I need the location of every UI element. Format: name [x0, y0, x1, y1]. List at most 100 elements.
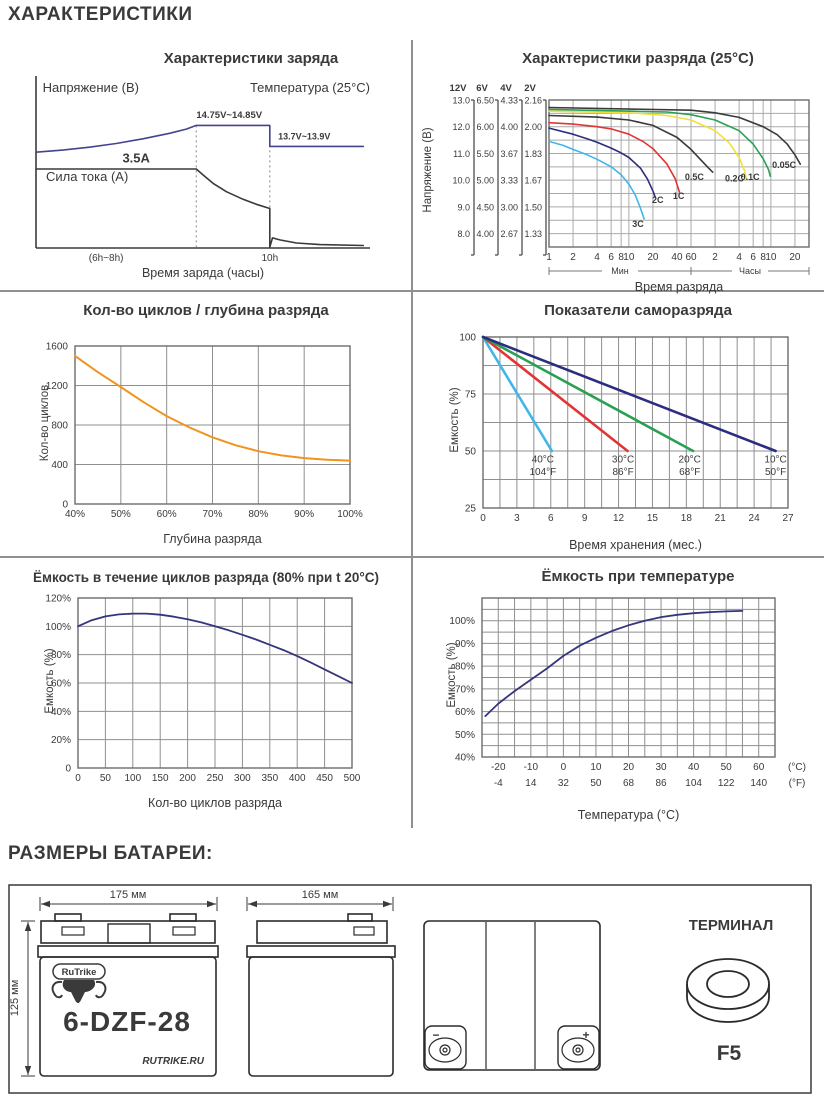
svg-text:3C: 3C — [632, 219, 644, 229]
svg-text:2C: 2C — [652, 195, 664, 205]
cycles-vs-dod-chart: 40% 50% 60% 70% 80% 90% 100% 0 400 800 1200 1600 — [46, 342, 363, 521]
svg-text:6.50: 6.50 — [476, 96, 494, 106]
svg-text:90%: 90% — [455, 639, 475, 650]
svg-text:400: 400 — [289, 773, 306, 784]
svg-text:80%: 80% — [51, 650, 71, 661]
page-title: ХАРАКТЕРИСТИКИ — [8, 4, 193, 25]
svg-text:100%: 100% — [449, 616, 475, 627]
width-dimension-label: 175 мм — [110, 889, 147, 901]
svg-text:0.2C: 0.2C — [725, 174, 745, 184]
brand-label: RuTrike — [62, 967, 97, 978]
svg-text:4.33: 4.33 — [500, 96, 518, 106]
svg-text:4.00: 4.00 — [500, 122, 518, 132]
terminal-f5-icon — [686, 958, 770, 1023]
svg-text:20%: 20% — [51, 735, 71, 746]
battery-top-view — [423, 920, 601, 1071]
svg-text:12: 12 — [613, 513, 625, 524]
svg-text:Часы: Часы — [739, 266, 761, 276]
svg-text:50: 50 — [590, 778, 602, 789]
divider-vertical — [411, 40, 413, 828]
depth-dimension — [246, 897, 394, 911]
svg-text:0: 0 — [75, 773, 81, 784]
svg-text:104: 104 — [685, 778, 702, 789]
x-axis-label: Время хранения (мес.) — [569, 538, 702, 552]
x-axis-label: Температура (°С) — [577, 808, 680, 822]
svg-text:90%: 90% — [294, 509, 314, 520]
terminal-title: ТЕРМИНАЛ — [689, 917, 774, 934]
svg-text:86: 86 — [655, 778, 667, 789]
minus-terminal-label: − — [432, 1028, 439, 1042]
chart-title: Кол-во циклов / глубина разряда — [83, 302, 329, 319]
panel-capacity-vs-temperature: Ёмкость при температуре Емкость (%) -20-… — [412, 558, 824, 830]
svg-text:Температура (25°C): Температура (25°C) — [250, 80, 370, 95]
svg-text:6V: 6V — [476, 83, 488, 94]
width-dimension — [39, 897, 218, 911]
svg-text:68: 68 — [623, 778, 635, 789]
svg-text:250: 250 — [207, 773, 224, 784]
svg-text:100: 100 — [124, 773, 141, 784]
svg-text:450: 450 — [316, 773, 333, 784]
height-dimension — [21, 920, 35, 1077]
svg-text:25: 25 — [465, 504, 477, 515]
svg-text:20°C: 20°C — [679, 454, 701, 465]
svg-text:4: 4 — [594, 252, 600, 263]
svg-text:1: 1 — [546, 252, 552, 263]
chart-title: Ёмкость при температуре — [541, 568, 735, 585]
x-axis-label: Кол-во циклов разряда — [148, 796, 282, 810]
svg-text:86°F: 86°F — [612, 467, 633, 478]
svg-text:3.5A: 3.5A — [122, 150, 150, 165]
svg-text:800: 800 — [51, 421, 68, 432]
bull-head-icon — [62, 980, 96, 1003]
terminal-type-label: F5 — [717, 1042, 742, 1065]
svg-text:6: 6 — [608, 252, 614, 263]
svg-text:0.1C: 0.1C — [741, 172, 761, 182]
svg-text:300: 300 — [234, 773, 251, 784]
battery-dimensions-box: 175 мм 125 мм — [8, 884, 812, 1101]
svg-text:104°F: 104°F — [529, 467, 556, 478]
svg-text:100%: 100% — [45, 622, 71, 633]
svg-text:80%: 80% — [248, 509, 268, 520]
svg-text:140: 140 — [750, 778, 767, 789]
svg-text:9.0: 9.0 — [457, 202, 470, 212]
svg-text:3: 3 — [514, 513, 520, 524]
svg-text:15: 15 — [647, 513, 659, 524]
plus-terminal-label: + — [582, 1028, 589, 1042]
divider-horizontal-2 — [0, 556, 824, 558]
capacity-vs-temperature-chart: -20 -10 0 10 20 30 40 50 60 -4 14 32 50 68 86 104 122 140… — [449, 597, 806, 789]
svg-text:13.0: 13.0 — [452, 96, 470, 106]
svg-text:50: 50 — [465, 447, 477, 458]
svg-text:10°C: 10°C — [764, 454, 786, 465]
svg-text:12.0: 12.0 — [452, 122, 470, 132]
svg-text:20: 20 — [623, 762, 635, 773]
svg-text:1.33: 1.33 — [524, 229, 542, 239]
svg-text:1.83: 1.83 — [524, 149, 542, 159]
svg-text:0: 0 — [62, 500, 68, 511]
panel-charge-characteristics: Характеристики заряда (6h~8h) 10h Напряжен… — [0, 40, 412, 290]
svg-text:40%: 40% — [51, 707, 71, 718]
svg-text:Мин: Мин — [611, 266, 629, 276]
svg-text:18: 18 — [681, 513, 693, 524]
svg-text:1600: 1600 — [46, 342, 69, 353]
battery-drawings: 175 мм 125 мм — [8, 884, 812, 1094]
bull-horn-right-icon — [95, 980, 107, 999]
battery-side-view — [246, 913, 396, 1077]
svg-text:2: 2 — [570, 252, 576, 263]
svg-text:20: 20 — [789, 252, 801, 263]
svg-text:40°C: 40°C — [532, 454, 554, 465]
svg-text:75: 75 — [465, 390, 477, 401]
chart-title: Показатели саморазряда — [544, 302, 732, 319]
svg-text:50: 50 — [100, 773, 112, 784]
svg-text:24: 24 — [749, 513, 761, 524]
site-label: RUTRIKE.RU — [142, 1056, 204, 1067]
svg-text:20: 20 — [647, 252, 659, 263]
svg-text:21: 21 — [715, 513, 727, 524]
svg-text:60%: 60% — [455, 707, 475, 718]
svg-text:60%: 60% — [157, 509, 177, 520]
svg-text:0.5C: 0.5C — [685, 172, 705, 182]
svg-text:3.67: 3.67 — [500, 149, 518, 159]
svg-text:3.00: 3.00 — [500, 202, 518, 212]
svg-text:1200: 1200 — [46, 381, 69, 392]
svg-text:1.50: 1.50 — [524, 202, 542, 212]
svg-text:2.67: 2.67 — [500, 229, 518, 239]
